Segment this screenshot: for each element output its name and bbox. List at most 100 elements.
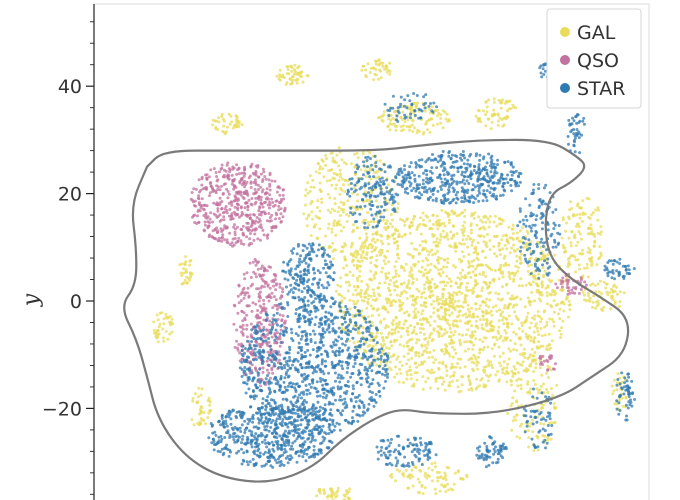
point	[356, 199, 359, 203]
point	[430, 479, 434, 483]
point	[533, 299, 536, 303]
point	[423, 360, 426, 364]
point	[276, 331, 279, 335]
point	[428, 250, 432, 254]
point	[283, 206, 287, 210]
point	[353, 321, 357, 325]
point	[447, 308, 451, 312]
point	[436, 330, 439, 333]
point	[227, 192, 231, 196]
point	[379, 331, 383, 335]
point	[355, 252, 359, 256]
point	[349, 330, 353, 333]
point	[459, 271, 462, 275]
point	[222, 451, 226, 455]
point	[597, 208, 600, 212]
point	[351, 392, 355, 396]
point	[498, 336, 502, 340]
point	[266, 236, 269, 240]
point	[410, 356, 414, 360]
point	[161, 336, 165, 340]
point	[452, 291, 456, 295]
point	[515, 379, 519, 383]
point	[268, 173, 272, 177]
point	[417, 351, 421, 355]
point	[361, 315, 364, 318]
point	[382, 67, 386, 71]
point	[311, 348, 315, 352]
point	[439, 376, 443, 379]
point	[371, 378, 375, 382]
point	[453, 330, 457, 334]
point	[422, 332, 426, 336]
point	[221, 129, 225, 133]
point	[540, 280, 544, 284]
point	[581, 248, 584, 252]
point	[336, 283, 340, 287]
point	[474, 357, 478, 361]
point	[194, 204, 198, 208]
point	[254, 383, 258, 387]
point	[451, 355, 455, 359]
point	[586, 291, 590, 295]
point	[279, 220, 283, 223]
point	[463, 276, 467, 280]
point	[331, 418, 335, 422]
point	[356, 193, 360, 197]
point	[419, 232, 423, 236]
point	[375, 308, 379, 312]
point	[314, 170, 318, 174]
point	[493, 252, 496, 256]
point	[445, 466, 449, 469]
point	[448, 323, 452, 327]
point	[506, 371, 510, 375]
point	[259, 198, 263, 202]
point	[512, 243, 516, 247]
point	[253, 202, 257, 206]
point	[417, 363, 421, 367]
point	[270, 226, 274, 229]
point	[529, 387, 533, 391]
point	[454, 352, 458, 355]
point	[202, 214, 206, 217]
point	[598, 245, 602, 248]
point	[446, 215, 450, 218]
point	[593, 235, 597, 239]
point	[290, 66, 294, 70]
point	[588, 248, 592, 252]
point	[545, 388, 548, 391]
point	[242, 197, 246, 200]
point	[279, 207, 283, 211]
point	[320, 158, 324, 162]
point	[516, 266, 520, 269]
point	[198, 408, 202, 412]
point	[280, 391, 284, 395]
point	[166, 337, 170, 341]
point	[306, 342, 310, 346]
point	[595, 263, 599, 267]
point	[362, 256, 366, 260]
point	[321, 406, 325, 410]
point	[612, 378, 616, 382]
point	[466, 281, 469, 285]
point	[251, 353, 255, 357]
point	[339, 309, 343, 313]
point	[367, 385, 371, 389]
point	[352, 405, 356, 409]
point	[446, 281, 450, 285]
point	[259, 286, 263, 290]
point	[444, 350, 448, 353]
point	[411, 475, 415, 479]
point	[490, 313, 494, 317]
point	[337, 146, 341, 150]
point	[308, 313, 312, 317]
point	[430, 368, 434, 372]
point	[549, 304, 553, 307]
point	[258, 238, 262, 242]
point	[242, 370, 246, 374]
point	[510, 428, 514, 432]
point	[550, 279, 554, 283]
point	[441, 229, 445, 233]
point	[381, 306, 385, 310]
point	[505, 366, 509, 370]
